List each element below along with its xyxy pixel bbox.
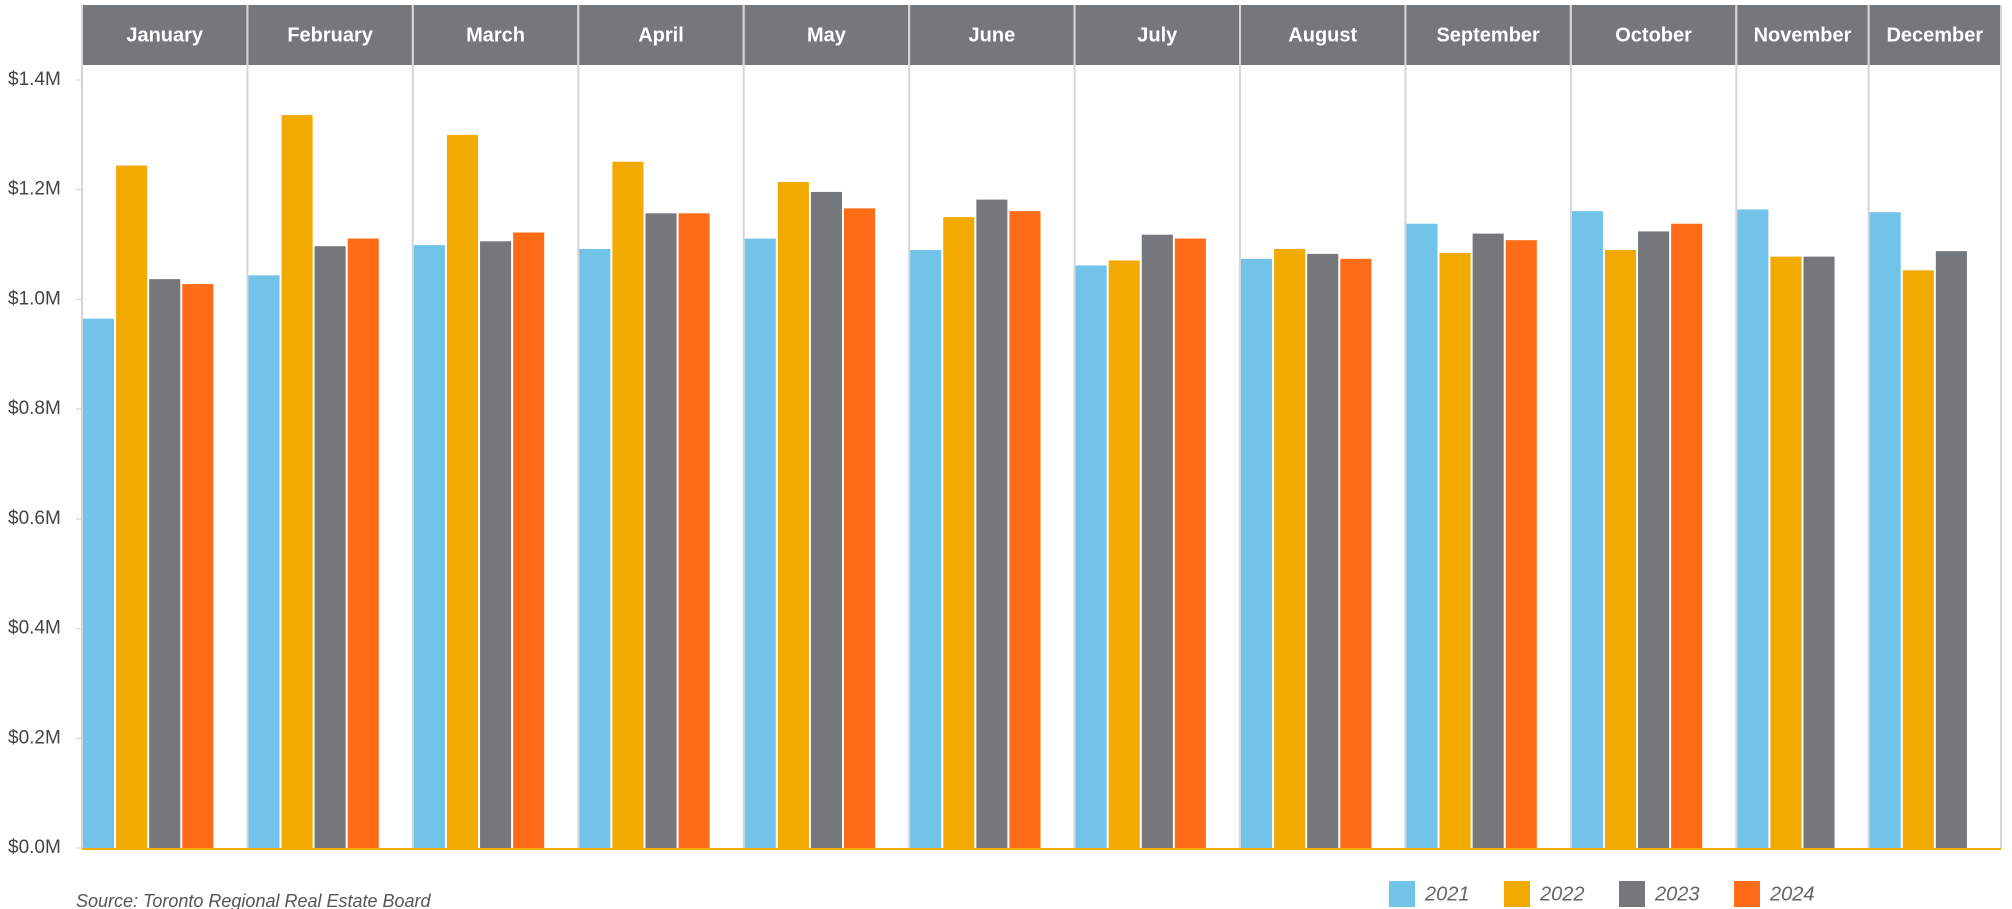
column-header <box>744 5 909 65</box>
bar <box>843 208 876 848</box>
bar <box>1803 256 1835 848</box>
bar <box>182 284 214 848</box>
bar <box>149 279 181 848</box>
column-header-label: January <box>126 24 204 46</box>
column-header-label: February <box>287 24 373 46</box>
bar <box>1571 211 1603 848</box>
bar <box>480 241 512 848</box>
bar <box>347 238 379 849</box>
bar <box>1075 265 1107 849</box>
column-header-label: August <box>1288 24 1357 46</box>
legend-swatch <box>1734 881 1760 907</box>
bar <box>314 246 346 848</box>
bar <box>1108 260 1140 849</box>
bar <box>943 217 975 849</box>
y-tick-label: $1.2M <box>8 179 61 200</box>
bar <box>744 238 776 849</box>
legend-swatch <box>1389 881 1415 907</box>
bar <box>1604 250 1637 849</box>
bar <box>678 213 710 848</box>
bar <box>1902 270 1934 849</box>
column-header <box>1869 5 2000 65</box>
y-tick-label: $0.4M <box>8 618 61 639</box>
column-header <box>1737 5 1868 65</box>
legend-swatch <box>1504 881 1530 907</box>
column-header-label: September <box>1436 24 1540 46</box>
legend-label: 2024 <box>1769 883 1815 905</box>
y-tick-label: $1.0M <box>8 288 61 309</box>
bar <box>1737 209 1769 848</box>
column-header <box>83 5 247 65</box>
bar <box>1009 211 1041 848</box>
column-header <box>1241 5 1405 65</box>
bar <box>1340 258 1372 848</box>
bar <box>579 248 611 848</box>
bar <box>1935 251 1967 848</box>
bar <box>1770 256 1802 848</box>
column-header <box>1406 5 1570 65</box>
bar <box>1241 258 1273 848</box>
bar <box>1274 248 1306 848</box>
bar <box>910 250 942 849</box>
bar <box>281 115 313 848</box>
bar <box>1406 223 1438 848</box>
bar <box>1141 234 1173 848</box>
column-header <box>579 5 743 65</box>
bar <box>976 199 1008 849</box>
column-header <box>910 5 1074 65</box>
legend-label: 2022 <box>1539 883 1585 905</box>
legend-label: 2023 <box>1654 883 1700 905</box>
bar <box>1174 238 1206 849</box>
bar <box>413 245 445 848</box>
column-header-label: May <box>807 24 847 46</box>
y-tick-label: $0.6M <box>8 508 61 529</box>
bar <box>1505 240 1537 848</box>
bar <box>612 161 644 849</box>
bar <box>777 182 809 848</box>
bar <box>446 134 479 848</box>
column-header <box>413 5 578 65</box>
column-header-label: December <box>1886 24 1983 46</box>
legend-label: 2021 <box>1424 883 1470 905</box>
source-note: Source: Toronto Regional Real Estate Boa… <box>76 891 432 909</box>
y-tick-label: $0.0M <box>8 837 61 858</box>
column-header <box>1571 5 1736 65</box>
bar <box>645 213 677 848</box>
column-header-label: July <box>1137 24 1178 46</box>
column-header-label: November <box>1754 24 1852 46</box>
column-header <box>1075 5 1240 65</box>
bar <box>1671 223 1703 848</box>
bar <box>83 318 115 849</box>
bar <box>248 275 280 848</box>
column-header-label: October <box>1615 24 1692 46</box>
legend-swatch <box>1619 881 1645 907</box>
bar <box>1638 231 1670 849</box>
y-tick-label: $1.4M <box>8 69 61 90</box>
column-header-label: March <box>466 24 525 46</box>
column-header-label: June <box>969 24 1016 46</box>
bar <box>1869 212 1901 849</box>
bar <box>513 232 545 848</box>
bar <box>1307 253 1339 848</box>
column-header-label: April <box>638 24 684 46</box>
column-header <box>248 5 412 65</box>
bar <box>1439 252 1471 849</box>
bar <box>810 191 842 848</box>
bar <box>116 165 148 848</box>
y-tick-label: $0.2M <box>8 727 61 748</box>
y-tick-label: $0.8M <box>8 398 61 419</box>
bar <box>1472 233 1504 849</box>
